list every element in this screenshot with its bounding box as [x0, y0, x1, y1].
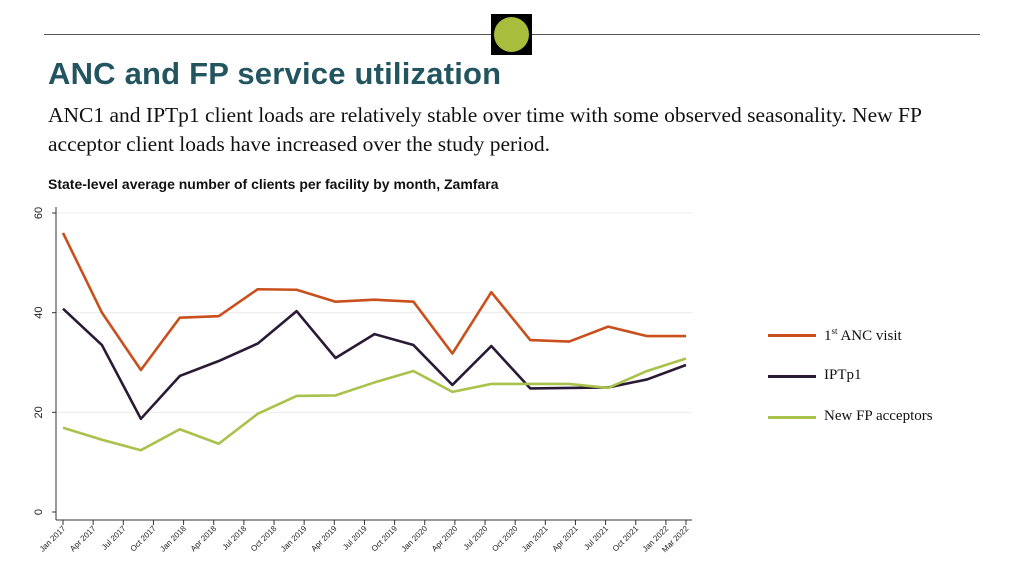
legend-item-iptp1: IPTp1 [768, 363, 1008, 404]
gridlines [56, 212, 692, 413]
series-line-2 [62, 357, 687, 452]
y-tick-label: 60 [33, 207, 45, 219]
series-line-1 [62, 307, 687, 421]
legend-item-anc: 1st ANC visit [768, 322, 1008, 363]
x-tick-label: Oct 2018 [249, 524, 279, 554]
y-tick-label: 20 [33, 406, 45, 418]
chart-title: State-level average number of clients pe… [48, 176, 499, 192]
x-tick-label: Jul 2017 [100, 524, 128, 552]
series-line-0 [61, 232, 686, 372]
x-tick-label: Apr 2020 [430, 524, 460, 554]
legend-anc-prefix: 1 [824, 328, 832, 344]
x-tick-label: Jan 2018 [158, 524, 188, 554]
axes [52, 207, 692, 525]
legend-label-anc: 1st ANC visit [824, 326, 902, 345]
legend-anc-sup: st [831, 326, 838, 336]
green-circle-icon [494, 17, 529, 52]
x-tick-label: Jan 2021 [520, 524, 550, 554]
page-title: ANC and FP service utilization [48, 56, 502, 91]
x-tick-label: Oct 2020 [490, 524, 520, 554]
legend-swatch-iptp1 [768, 375, 816, 378]
x-tick-label: Jan 2019 [279, 524, 309, 554]
x-tick-label: Jul 2020 [462, 524, 490, 552]
series-lines [61, 232, 687, 452]
x-tick-label: Oct 2019 [370, 524, 400, 554]
legend-label-fp: New FP acceptors [824, 408, 933, 424]
x-tick-label: Jul 2021 [582, 524, 610, 552]
x-tick-label: Jul 2019 [341, 524, 369, 552]
x-tick-label: Jan 2017 [38, 524, 68, 554]
legend-anc-text: ANC visit [840, 328, 902, 344]
x-tick-label: Oct 2017 [129, 524, 159, 554]
page-subtitle: ANC1 and IPTp1 client loads are relative… [48, 103, 922, 156]
y-tick-label: 40 [33, 307, 45, 319]
x-tick-label: Apr 2021 [551, 524, 581, 554]
x-tick-label: Jul 2018 [221, 524, 249, 552]
x-tick-label: Apr 2017 [68, 524, 98, 554]
brand-badge [491, 14, 532, 55]
x-tick-label: Jan 2020 [400, 524, 430, 554]
chart-legend: 1st ANC visit IPTp1 New FP acceptors [768, 322, 1008, 445]
legend-label-iptp1: IPTp1 [824, 367, 862, 383]
x-tick-label: Oct 2021 [611, 524, 641, 554]
legend-swatch-fp [768, 416, 816, 419]
legend-swatch-anc [768, 334, 816, 337]
x-tick-label: Apr 2019 [309, 524, 339, 554]
legend-item-fp: New FP acceptors [768, 404, 1008, 445]
x-tick-label: Apr 2018 [189, 524, 219, 554]
y-tick-label: 0 [33, 509, 45, 515]
